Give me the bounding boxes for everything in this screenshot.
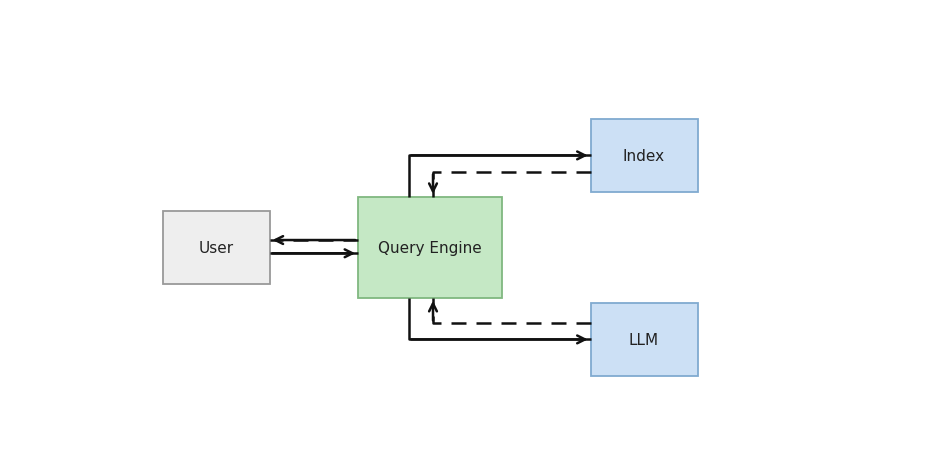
Text: Query Engine: Query Engine (379, 241, 482, 255)
FancyBboxPatch shape (591, 303, 698, 376)
FancyBboxPatch shape (163, 211, 270, 285)
Text: User: User (199, 241, 233, 255)
FancyBboxPatch shape (358, 197, 502, 298)
FancyBboxPatch shape (591, 119, 698, 193)
Text: Index: Index (623, 149, 665, 163)
Text: LLM: LLM (629, 332, 659, 347)
